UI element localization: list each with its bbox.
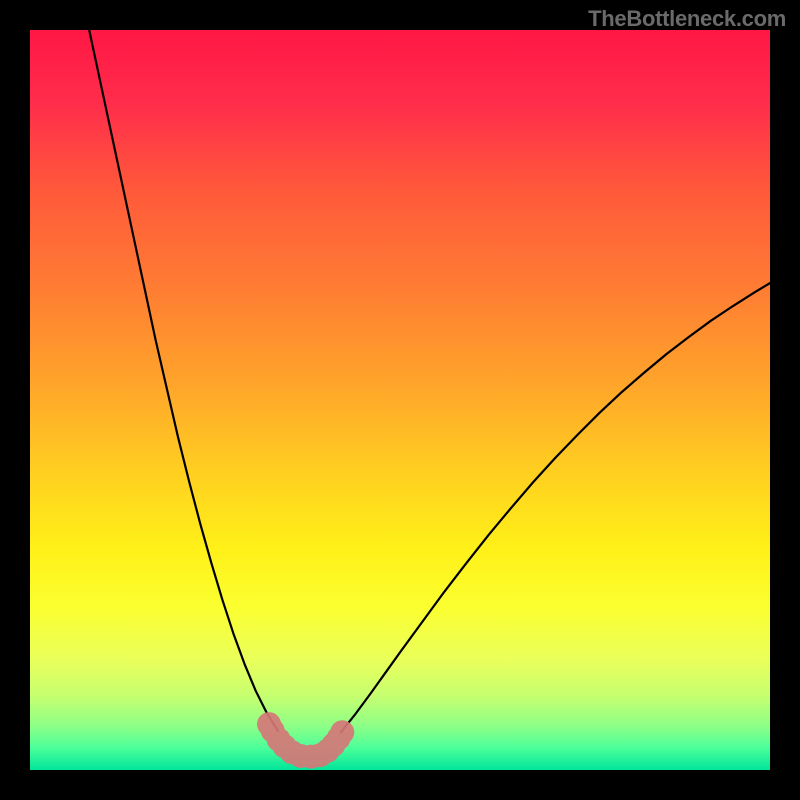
curve-right — [341, 283, 770, 732]
curve-left — [89, 30, 278, 731]
valley-blob-dot — [330, 720, 354, 744]
watermark: TheBottleneck.com — [588, 6, 786, 32]
valley-blob — [257, 712, 354, 769]
plot-area — [30, 30, 770, 770]
chart-svg — [30, 30, 770, 770]
